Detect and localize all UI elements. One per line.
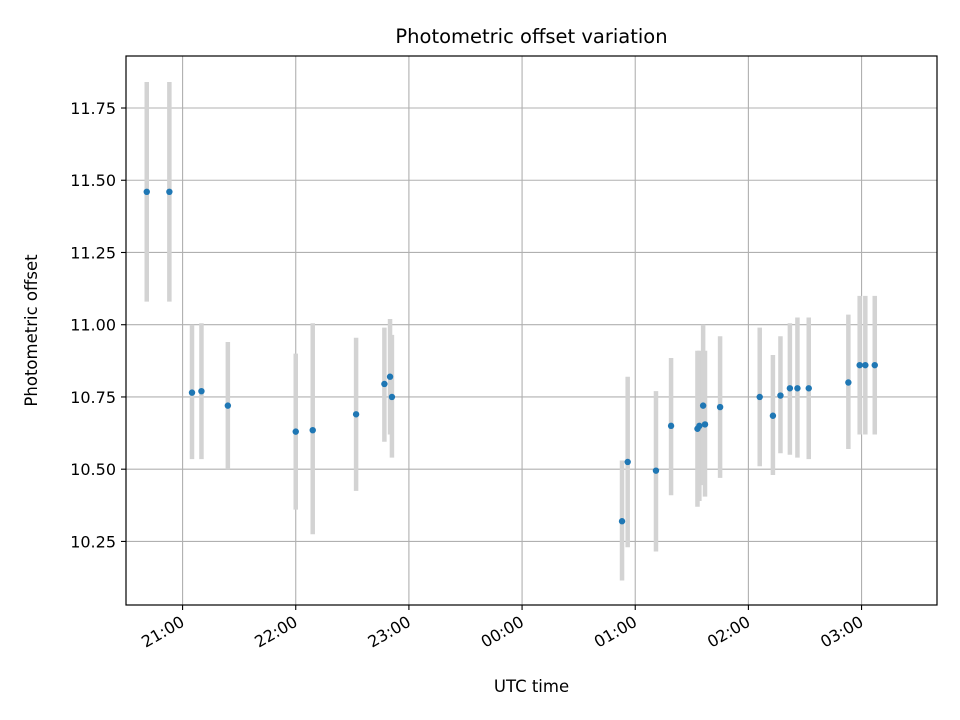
data-point — [224, 402, 232, 409]
data-point — [845, 379, 852, 386]
data-points — [143, 188, 878, 525]
data-point — [716, 403, 724, 411]
y-tick-label: 11.75 — [70, 99, 116, 118]
data-point — [309, 426, 316, 434]
data-point — [696, 422, 703, 430]
plot-frame — [125, 55, 938, 606]
y-axis: 10.25 10.50 10.75 11.00 11.25 11.50 11.75 — [70, 99, 126, 551]
data-point — [166, 188, 173, 196]
y-tick-label: 11.00 — [70, 316, 116, 335]
data-point — [618, 518, 626, 525]
data-point — [386, 373, 394, 380]
y-tick-label: 11.50 — [70, 171, 116, 190]
data-point — [701, 421, 709, 428]
data-point — [856, 361, 863, 369]
grid — [126, 56, 937, 605]
y-tick-label: 10.25 — [70, 532, 116, 551]
data-point — [624, 458, 631, 466]
data-point — [871, 361, 878, 369]
chart-title: Photometric offset variation — [395, 25, 667, 48]
data-point — [756, 393, 763, 401]
x-axis-label: UTC time — [494, 677, 569, 696]
data-point — [352, 411, 360, 418]
data-point — [794, 385, 801, 392]
data-point — [652, 467, 660, 474]
data-point — [769, 412, 777, 419]
data-point — [786, 385, 794, 392]
data-point — [777, 392, 784, 399]
data-point — [198, 387, 205, 395]
data-point — [143, 188, 150, 196]
data-point — [667, 422, 675, 430]
data-point — [188, 389, 196, 396]
y-axis-label: Photometric offset — [22, 254, 41, 407]
data-point — [699, 402, 707, 409]
data-point — [862, 361, 869, 369]
y-tick-label: 10.50 — [70, 460, 116, 479]
y-tick-label: 10.75 — [70, 388, 116, 407]
data-point — [292, 428, 299, 435]
data-point — [388, 393, 396, 401]
data-point — [381, 380, 388, 388]
data-point — [805, 385, 812, 392]
y-tick-label: 11.25 — [70, 243, 116, 262]
